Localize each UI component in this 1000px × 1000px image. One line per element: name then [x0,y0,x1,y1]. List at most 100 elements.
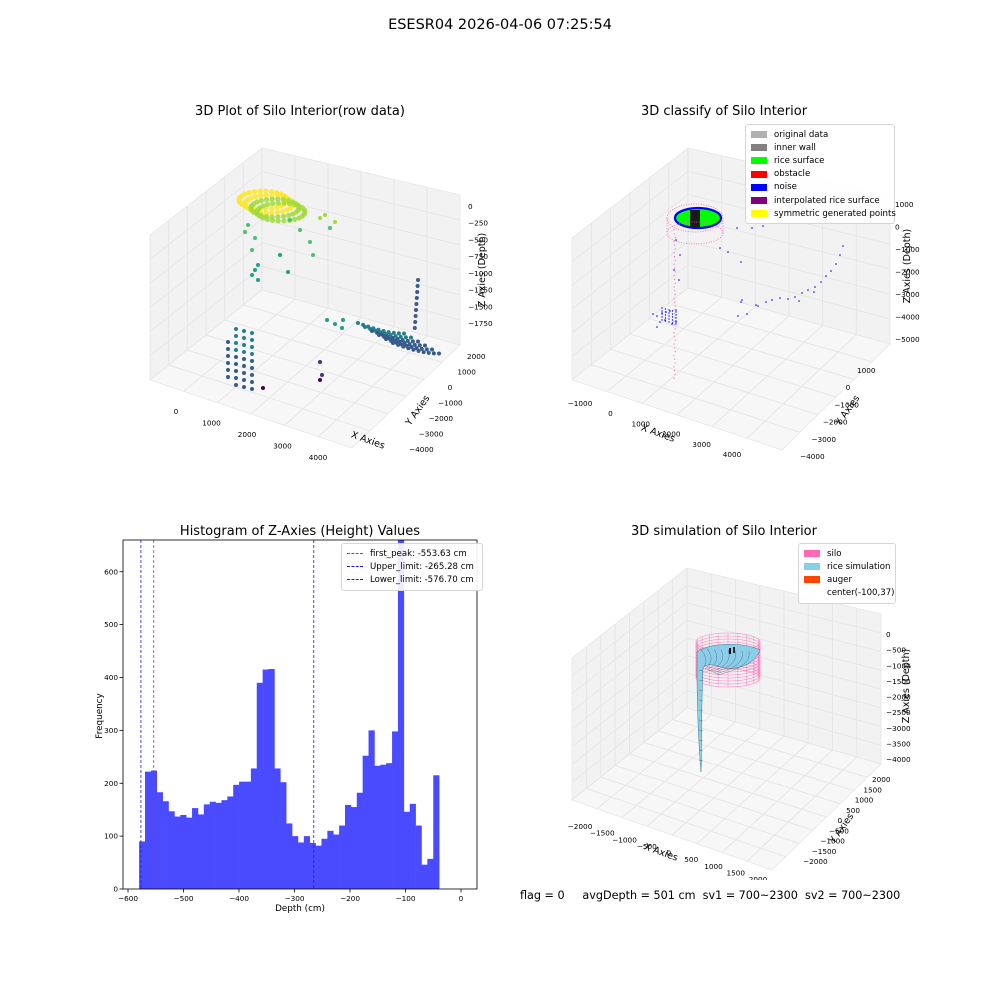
data-point [674,271,676,273]
histogram-bar [327,830,334,889]
data-point [226,368,230,372]
plot3-y-tick-label: 500 [104,620,118,629]
data-point [340,326,344,330]
plot4-z-tick-label: −1000 [886,661,911,670]
data-point [415,284,420,288]
histogram-bar [244,781,252,889]
data-point [269,217,276,224]
data-point [333,220,337,224]
avg-depth-text: avgDepth = 501 cm [582,889,696,902]
histogram-bar [427,858,434,889]
data-point [416,339,420,344]
plot4-x-tick-label: 1500 [726,868,745,877]
histogram-bar [368,730,375,889]
data-point [801,292,803,294]
histogram-bar [262,669,269,889]
rice-mesh-line [714,650,743,675]
data-point [659,321,661,323]
data-point [250,338,254,342]
plot1-z-tick-label: −1250 [468,286,493,295]
grid-line [243,304,443,363]
histogram-bar [256,682,263,889]
data-point [839,254,841,256]
histogram-bar [286,823,293,889]
data-point [674,290,676,292]
data-point [674,237,676,239]
data-point [437,351,441,356]
data-point [258,197,264,204]
histogram-bar [274,768,281,889]
data-point [787,298,789,300]
data-point [405,338,410,343]
histogram-bar [356,792,363,889]
data-point [413,314,418,318]
plot3-x-axis-label: Depth (cm) [275,904,325,914]
rice-mesh-line [698,749,704,752]
data-point [377,333,381,337]
plot4-x-tick-label: 2000 [749,875,768,880]
plot1-z-tick-label: −750 [468,252,488,261]
data-point [413,320,418,324]
data-point [407,342,412,347]
data-point [275,214,281,220]
data-point [318,378,322,382]
histogram-bar [239,781,246,889]
legend-label: center(-100,37) [827,588,895,599]
data-point [674,259,676,261]
data-point [251,188,258,195]
legend-label: interpolated rice surface [774,195,880,206]
data-point [256,278,260,282]
histogram-bar [156,792,163,889]
data-point [719,247,721,249]
data-point [661,312,663,314]
plot1-y-tick-label: −3000 [419,430,444,439]
plot1-x-tick-label: 0 [174,407,179,416]
plot2-z-tick-label: 1000 [895,200,914,209]
plot3-x-tick-label: −100 [395,894,415,903]
plot1-title: 3D Plot of Silo Interior(row data) [195,104,405,119]
plot2-x-tick-label: 0 [608,409,613,418]
grid-line [658,730,854,791]
legend-item: rice simulation [804,560,890,573]
data-point [318,216,322,220]
legend-label: rice surface [774,155,825,166]
data-point [674,248,676,250]
data-point [830,270,832,272]
data-point [668,321,670,323]
data-point [256,263,260,267]
plot4-z-tick-label: −4000 [886,755,911,764]
plot2-x-tick-label: 1000 [632,419,651,428]
data-point [268,205,275,212]
plot4-x-tick-label: −2000 [568,822,593,831]
data-point [798,300,800,302]
legend-swatch [751,157,767,165]
rice-surface-dark-patch [690,210,700,227]
data-point [242,371,246,375]
plot1-x-tick-label: 1000 [202,419,221,428]
data-point [674,362,676,364]
histogram-bar [233,784,240,889]
plot2-y-tick-label: −4000 [800,452,825,460]
legend-swatch [751,197,767,205]
grid-line [643,742,841,805]
plot4-y-tick-label: −1000 [820,837,845,846]
plot4-y-tick-label: 2000 [872,775,891,784]
plot4-z-tick-label: −3500 [886,739,911,748]
data-point [675,323,677,325]
plot1-z-tick-label: −250 [468,219,488,228]
data-point [673,377,675,379]
legend-label: noise [774,182,797,193]
plot2-z-tick-label: −1000 [895,245,920,254]
data-point [668,309,670,311]
data-point [674,282,676,284]
data-point [673,286,675,288]
histogram-bar [321,838,328,889]
data-point [280,213,287,220]
plot2-y-tick-label: 0 [846,383,851,392]
data-point [391,341,395,345]
data-point [250,273,254,277]
histogram-bar [386,763,393,889]
data-point [674,294,676,296]
plot4-y-tick-label: 1000 [855,796,874,805]
rice-mesh-line [699,647,707,669]
